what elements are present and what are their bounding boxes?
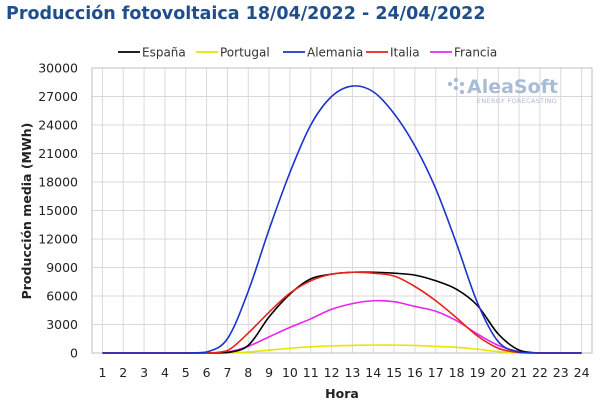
x-tick-label: 2 xyxy=(119,365,127,380)
logo-tagline: ENERGY FORECASTING xyxy=(477,97,557,105)
y-tick-label: 15000 xyxy=(38,203,78,218)
legend-label: Alemania xyxy=(307,46,363,60)
series-line-alemania xyxy=(102,85,582,354)
logo-dots-icon xyxy=(447,77,465,95)
y-axis-label: Producción media (MWh) xyxy=(19,123,34,300)
x-tick-label: 16 xyxy=(407,365,423,380)
aleasoft-logo: AleaSoft ENERGY FORECASTING xyxy=(447,76,558,105)
y-tick-label: 21000 xyxy=(38,146,78,161)
x-tick-label: 19 xyxy=(469,365,485,380)
x-tick-label: 24 xyxy=(574,365,590,380)
legend-label: Francia xyxy=(454,46,497,60)
x-tick-label: 11 xyxy=(303,365,319,380)
x-tick-label: 21 xyxy=(511,365,527,380)
plot-area-border xyxy=(91,67,593,354)
axes: 0300060009000120001500018000210002400027… xyxy=(38,61,593,380)
grid-lines xyxy=(92,67,592,354)
x-tick-label: 23 xyxy=(553,365,569,380)
legend: España Portugal Alemania Italia Francia xyxy=(118,46,497,60)
legend-label: España xyxy=(142,46,186,60)
legend-item-francia: Francia xyxy=(430,46,497,60)
legend-label: Portugal xyxy=(220,46,270,60)
x-tick-label: 22 xyxy=(532,365,548,380)
x-tick-label: 3 xyxy=(140,365,148,380)
y-tick-label: 6000 xyxy=(46,289,78,304)
series-lines xyxy=(102,85,582,354)
series-line-italia xyxy=(102,271,582,354)
y-tick-label: 3000 xyxy=(46,317,78,332)
x-tick-label: 9 xyxy=(265,365,273,380)
y-tick-label: 27000 xyxy=(38,89,78,104)
legend-item-portugal: Portugal xyxy=(196,46,270,60)
x-tick-label: 12 xyxy=(324,365,340,380)
y-tick-label: 24000 xyxy=(38,118,78,133)
x-tick-label: 20 xyxy=(490,365,506,380)
x-tick-label: 6 xyxy=(203,365,211,380)
x-tick-label: 17 xyxy=(428,365,444,380)
x-tick-label: 5 xyxy=(182,365,190,380)
series-line-espana xyxy=(102,271,582,354)
y-tick-label: 0 xyxy=(70,346,78,361)
legend-item-alemania: Alemania xyxy=(283,46,363,60)
x-tick-label: 14 xyxy=(365,365,381,380)
legend-item-italia: Italia xyxy=(366,46,420,60)
logo-name: AleaSoft xyxy=(467,76,558,98)
y-tick-label: 9000 xyxy=(46,260,78,275)
y-tick-label: 12000 xyxy=(38,232,78,247)
x-tick-label: 15 xyxy=(386,365,402,380)
y-tick-label: 30000 xyxy=(38,61,78,76)
x-axis-label: Hora xyxy=(325,386,359,401)
x-tick-label: 1 xyxy=(98,365,106,380)
x-tick-label: 7 xyxy=(223,365,231,380)
x-tick-label: 13 xyxy=(344,365,360,380)
legend-item-espana: España xyxy=(118,46,186,60)
legend-label: Italia xyxy=(390,46,420,60)
x-tick-label: 8 xyxy=(244,365,252,380)
x-tick-label: 18 xyxy=(449,365,465,380)
chart-title: Producción fotovoltaica 18/04/2022 - 24/… xyxy=(6,4,486,24)
y-tick-label: 18000 xyxy=(38,175,78,190)
x-tick-label: 4 xyxy=(161,365,169,380)
x-tick-label: 10 xyxy=(282,365,298,380)
